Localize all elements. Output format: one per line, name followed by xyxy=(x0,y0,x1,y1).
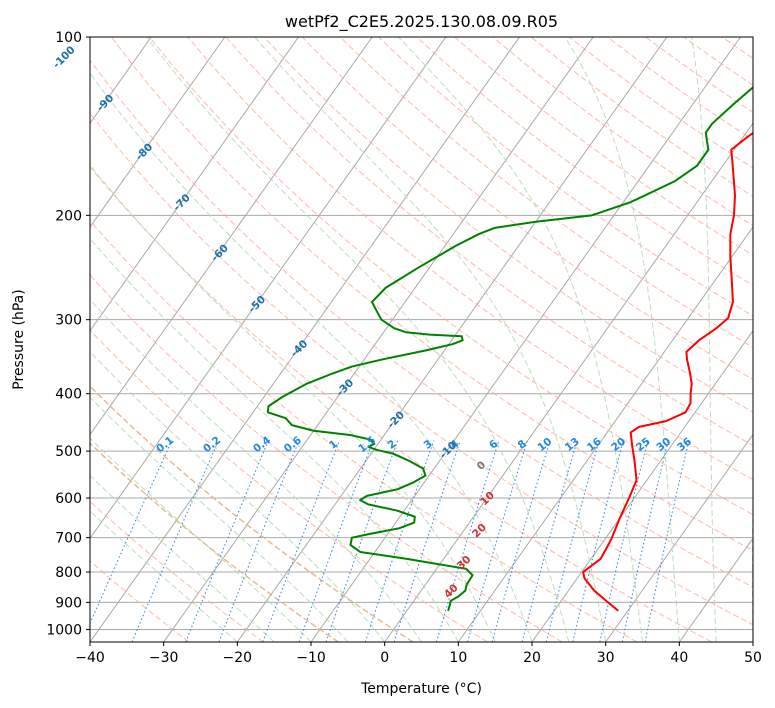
dry-adiabat-line xyxy=(90,329,488,642)
mixing-ratio-line xyxy=(644,440,690,642)
plot-frame xyxy=(89,36,754,643)
y-tick-label: 200 xyxy=(55,208,82,224)
dry-adiabat-line xyxy=(301,37,753,380)
isotherm-line xyxy=(310,37,741,642)
isotherm-line xyxy=(384,122,753,642)
moist-adiabat-line xyxy=(90,437,312,642)
mixing-ratio-line xyxy=(545,440,600,642)
background-lines xyxy=(0,37,775,642)
moist-adiabat-line xyxy=(691,37,717,642)
isotherm-line xyxy=(531,329,753,642)
moist-adiabat-line xyxy=(90,510,238,642)
dry-adiabat-line xyxy=(339,37,753,348)
dry-adiabat-line xyxy=(90,274,563,642)
x-tick-label: 0 xyxy=(380,650,389,666)
moist-adiabat-line xyxy=(751,480,753,642)
dewpoint-profile-line xyxy=(266,86,753,612)
mixing-ratio-line xyxy=(435,440,500,642)
dry-adiabat-line xyxy=(225,37,753,447)
y-tick-label: 900 xyxy=(55,595,82,611)
y-tick-label: 700 xyxy=(55,531,82,547)
x-tick-label: 50 xyxy=(744,650,762,666)
dry-adiabat-line xyxy=(90,112,753,626)
x-tick-label: 20 xyxy=(523,650,541,666)
x-axis-label: Temperature (°C) xyxy=(360,681,482,697)
dry-adiabat-line xyxy=(760,37,775,642)
isotherm-line xyxy=(0,37,4,642)
isotherm-line xyxy=(605,433,753,642)
y-tick-label: 100 xyxy=(55,30,82,46)
mixing-ratio-line xyxy=(131,440,219,642)
mixing-ratio-line xyxy=(521,440,578,642)
dry-adiabat-label: -100 xyxy=(51,44,78,71)
isotherm-line xyxy=(457,226,753,642)
y-tick-label: 400 xyxy=(55,387,82,403)
dry-adiabat-line xyxy=(90,560,190,642)
isotherm-line xyxy=(678,537,753,642)
x-tick-label: 40 xyxy=(670,650,688,666)
sounding-profiles xyxy=(266,86,753,612)
moist-adiabat-line xyxy=(146,37,570,642)
dry-adiabat-line xyxy=(416,37,753,286)
y-tick-label: 600 xyxy=(55,491,82,507)
dry-adiabat-line xyxy=(263,37,753,413)
mixing-ratio-line xyxy=(90,440,173,625)
chart-title: wetPf2_C2E5.2025.130.08.09.R05 xyxy=(285,12,558,32)
x-tick-label: 10 xyxy=(449,650,467,666)
isotherm-line xyxy=(90,37,299,332)
mixing-ratio-line xyxy=(325,440,399,642)
dry-adiabat-line xyxy=(90,219,638,642)
x-tick-label: −20 xyxy=(223,650,253,666)
moist-adiabat-line xyxy=(90,396,349,642)
isotherm-line xyxy=(90,37,447,540)
mixing-ratio-line xyxy=(467,440,528,642)
dry-adiabat-line xyxy=(90,165,712,642)
moist-adiabat-line xyxy=(254,37,607,642)
mixing-ratio-line xyxy=(491,440,551,642)
x-tick-label: −30 xyxy=(149,650,179,666)
moist-adiabat-line xyxy=(90,72,533,642)
isotherm-line xyxy=(90,37,226,228)
y-axis-label: Pressure (hPa) xyxy=(11,289,27,389)
moist-adiabat-line xyxy=(564,37,680,642)
isotherm-line xyxy=(90,37,520,642)
reference-adiabat-line xyxy=(90,385,414,642)
moist-adiabat-line xyxy=(90,237,459,642)
x-tick-label: −40 xyxy=(75,650,105,666)
x-tick-label: −10 xyxy=(296,650,326,666)
axis-ticks: −40 −30 −20 −10 0 10 20 30 40 50 100 200 300 400 500 60… xyxy=(46,30,762,666)
mixing-ratio-line xyxy=(621,440,669,642)
isotherm-line xyxy=(90,37,373,436)
isotherm-line xyxy=(752,641,753,642)
y-tick-label: 500 xyxy=(55,444,82,460)
isotherm-line xyxy=(236,37,668,642)
temperature-profile-line xyxy=(582,131,753,612)
mixing-ratio-line xyxy=(599,440,649,642)
mixing-ratio-line xyxy=(298,440,374,642)
moist-adiabat-line xyxy=(90,298,422,642)
y-tick-label: 800 xyxy=(55,565,82,581)
x-tick-label: 30 xyxy=(597,650,615,666)
isotherm-line xyxy=(163,37,594,642)
y-tick-label: 300 xyxy=(55,313,82,329)
y-tick-label: 1000 xyxy=(46,622,82,638)
plot-background xyxy=(90,37,753,642)
dry-adiabat-line xyxy=(110,37,753,551)
mixing-ratio-line xyxy=(572,440,624,642)
moist-adiabat-line xyxy=(398,37,643,642)
